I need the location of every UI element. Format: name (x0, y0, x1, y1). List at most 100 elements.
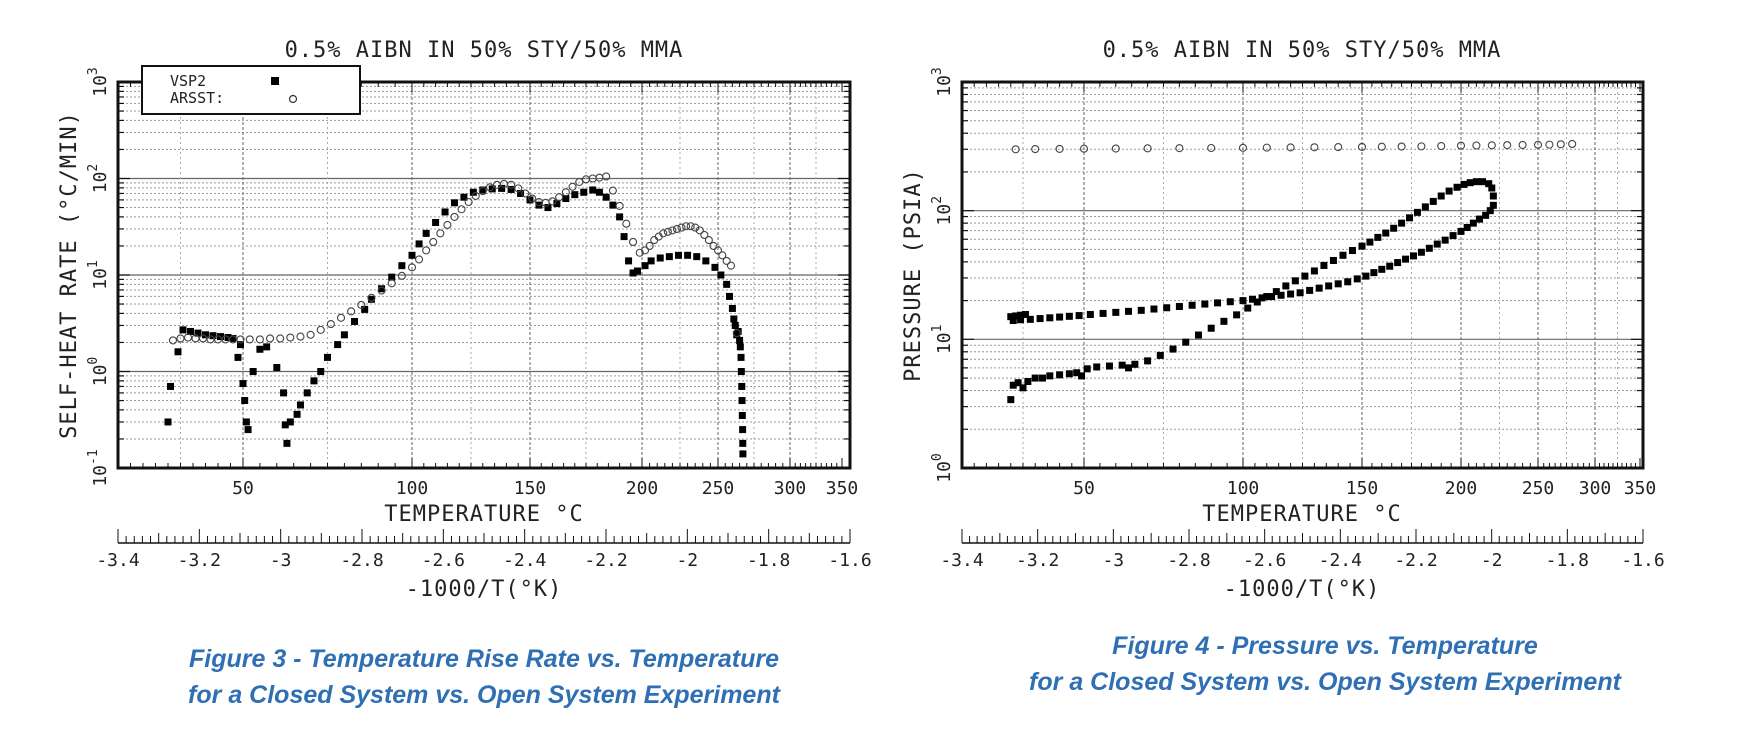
data-point-vsp2 (1445, 187, 1453, 195)
chart1-inverse-axis: -3.4 -3.2 -3 -2.8 -2.6 -2.4 -2.2 -2 -1.8… (96, 529, 872, 571)
data-point-vsp2 (738, 382, 746, 390)
chart1-legend-label-arsst: ARSST: (170, 89, 224, 107)
data-point-vsp2 (1169, 345, 1177, 353)
data-point-arsst (704, 236, 713, 245)
data-point-vsp2 (595, 188, 603, 196)
data-point-vsp2 (367, 295, 375, 303)
data-point-arsst (429, 237, 438, 247)
data-point-arsst (677, 223, 686, 232)
data-point-vsp2 (1233, 311, 1241, 319)
data-point-arsst (561, 188, 570, 197)
data-point-vsp2 (1370, 269, 1378, 277)
data-point-arsst (276, 334, 285, 343)
data-point-vsp2 (469, 188, 477, 196)
data-point-vsp2 (280, 389, 288, 397)
data-point-vsp2 (1021, 310, 1029, 318)
data-point-arsst (443, 220, 452, 230)
data-point-vsp2 (1469, 219, 1477, 227)
data-point-vsp2 (562, 195, 570, 203)
chart1-x2-tick: -2.8 (340, 550, 383, 571)
chart2-x2-tick: -3.2 (1016, 550, 1059, 571)
data-point-vsp2 (739, 450, 747, 458)
data-point-vsp2 (1144, 357, 1152, 365)
data-point-vsp2 (684, 251, 692, 259)
data-point-arsst (198, 334, 208, 343)
data-point-vsp2 (1036, 315, 1044, 323)
data-point-vsp2 (738, 397, 746, 405)
chart2-x2-tick: -2 (1481, 550, 1503, 571)
data-point-vsp2 (1056, 371, 1064, 379)
data-point-vsp2 (1263, 293, 1271, 301)
data-point-vsp2 (432, 218, 440, 226)
data-point-vsp2 (1019, 384, 1027, 392)
data-point-vsp2 (1315, 284, 1323, 292)
data-point-arsst (485, 183, 494, 192)
data-point-vsp2 (717, 271, 725, 279)
data-point-arsst (168, 336, 178, 345)
data-point-vsp2 (1065, 312, 1073, 320)
data-point-vsp2 (1390, 224, 1398, 232)
data-point-vsp2 (1287, 290, 1295, 298)
svg-text:103: 103 (86, 67, 111, 97)
data-point-vsp2 (634, 267, 642, 275)
data-point-vsp2 (1182, 338, 1190, 346)
chart2-x-tick: 350 (1624, 478, 1657, 499)
data-point-vsp2 (361, 305, 369, 313)
data-point-vsp2 (1163, 304, 1171, 312)
data-point-vsp2 (507, 185, 515, 193)
data-point-vsp2 (589, 186, 597, 194)
data-point-vsp2 (1017, 316, 1025, 324)
data-point-vsp2 (656, 254, 664, 262)
data-point-vsp2 (1272, 288, 1280, 296)
data-point-vsp2 (202, 331, 209, 339)
chart1-plot-frame (116, 80, 852, 470)
data-point-vsp2 (625, 257, 633, 265)
data-point-arsst (1556, 140, 1565, 149)
chart2-y-axis-label: PRESSURE (PSIA) (901, 168, 926, 382)
data-point-arsst (387, 279, 396, 288)
data-point-vsp2 (1118, 361, 1126, 369)
chart2-x2-tick: -3.4 (940, 550, 983, 571)
data-point-vsp2 (310, 377, 318, 385)
data-point-arsst (668, 226, 677, 235)
data-point-vsp2 (239, 380, 247, 388)
data-point-vsp2 (1310, 267, 1318, 275)
data-point-arsst (492, 180, 502, 189)
chart2-y-tick-1: 101 (930, 325, 955, 355)
data-point-vsp2 (1362, 272, 1370, 280)
chart2-x-tick-labels: 50 100 150 200 250 300 350 (1073, 478, 1656, 499)
chart2-x2-tick: -1.8 (1546, 550, 1589, 571)
data-point-arsst (236, 335, 245, 344)
data-point-vsp2 (1358, 242, 1366, 250)
data-point-vsp2 (1406, 214, 1414, 222)
chart2-x-tick: 50 (1073, 478, 1095, 499)
data-point-arsst (1568, 139, 1577, 149)
data-point-vsp2 (1334, 280, 1342, 288)
chart1-x-tick: 300 (774, 478, 807, 499)
data-point-vsp2 (1226, 298, 1234, 306)
data-point-arsst (1286, 143, 1295, 152)
data-point-arsst (1334, 143, 1343, 152)
data-point-vsp2 (1073, 369, 1081, 377)
data-point-vsp2 (1429, 197, 1437, 205)
data-point-arsst (1377, 142, 1386, 151)
data-point-arsst (436, 229, 445, 238)
data-point-vsp2 (164, 418, 172, 426)
data-point-vsp2 (726, 292, 734, 300)
data-point-arsst (377, 286, 386, 295)
data-point-vsp2 (415, 240, 423, 248)
data-point-vsp2 (1489, 201, 1497, 209)
data-point-vsp2 (1220, 317, 1228, 325)
data-point-arsst (575, 177, 584, 187)
chart1-legend-marker-arsst (288, 94, 298, 104)
data-point-arsst (722, 256, 731, 265)
data-point-vsp2 (460, 193, 468, 201)
data-point-vsp2 (609, 201, 617, 209)
data-point-arsst (336, 313, 346, 322)
data-point-vsp2 (1329, 256, 1337, 264)
data-point-arsst (709, 241, 718, 251)
data-point-vsp2 (194, 329, 202, 337)
data-point-vsp2 (450, 199, 458, 207)
chart1-y-tick-3: 102 (86, 164, 111, 194)
data-point-vsp2 (398, 262, 406, 270)
